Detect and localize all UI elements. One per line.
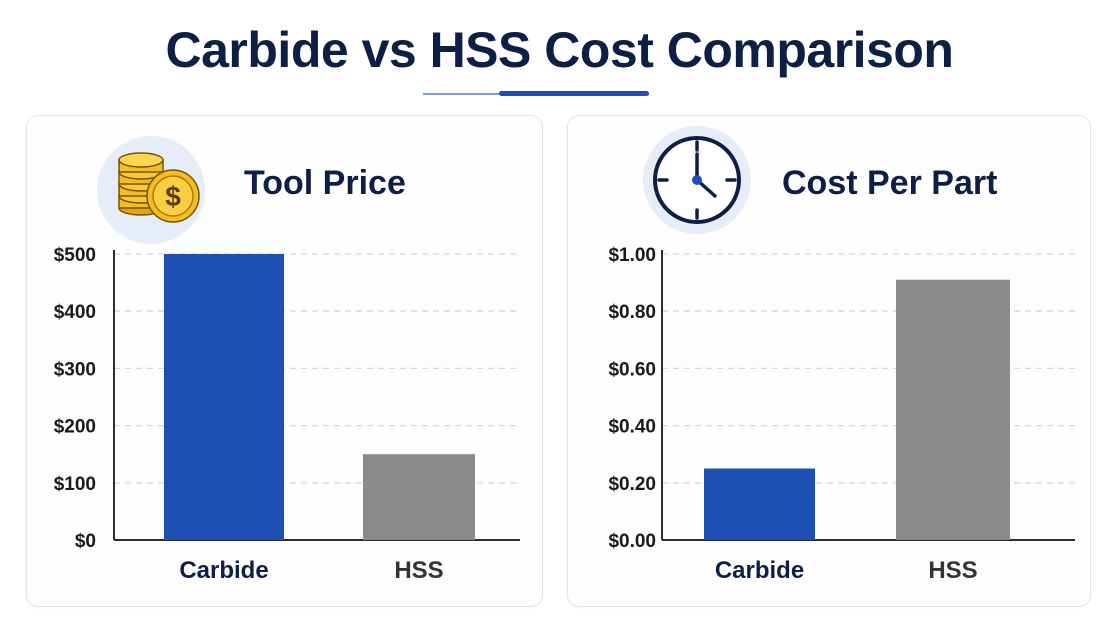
category-label: HSS	[394, 557, 443, 584]
tool-price-badge: $	[97, 136, 205, 244]
title-underline	[423, 91, 649, 97]
cost-per-part-title: Cost Per Part	[782, 164, 998, 202]
y-tick-label: $0.40	[608, 417, 656, 438]
y-tick-label: $1.00	[608, 245, 656, 266]
y-tick-label: $0.80	[608, 302, 656, 323]
category-label: HSS	[928, 557, 977, 584]
clock-icon	[653, 136, 741, 224]
category-label: Carbide	[715, 557, 804, 584]
y-tick-label: $100	[54, 474, 96, 495]
y-tick-label: $500	[54, 245, 96, 266]
cost-per-part-badge	[643, 126, 751, 234]
y-tick-label: $0.00	[608, 531, 656, 552]
y-tick-label: $0.20	[608, 474, 656, 495]
y-tick-label: $400	[54, 302, 96, 323]
y-tick-label: $0.60	[608, 359, 656, 380]
coins-dollar-icon: $	[118, 152, 200, 223]
category-label: Carbide	[179, 557, 268, 584]
tool-price-title: Tool Price	[244, 164, 406, 202]
y-tick-label: $200	[54, 417, 96, 438]
bar-hss	[896, 279, 1010, 540]
bar-hss	[363, 454, 475, 540]
y-tick-label: $0	[75, 531, 96, 552]
bar-carbide	[704, 468, 815, 540]
bar-carbide	[164, 254, 284, 540]
page-title: Carbide vs HSS Cost Comparison	[165, 22, 954, 78]
svg-text:$: $	[165, 181, 181, 212]
y-tick-label: $300	[54, 359, 96, 380]
